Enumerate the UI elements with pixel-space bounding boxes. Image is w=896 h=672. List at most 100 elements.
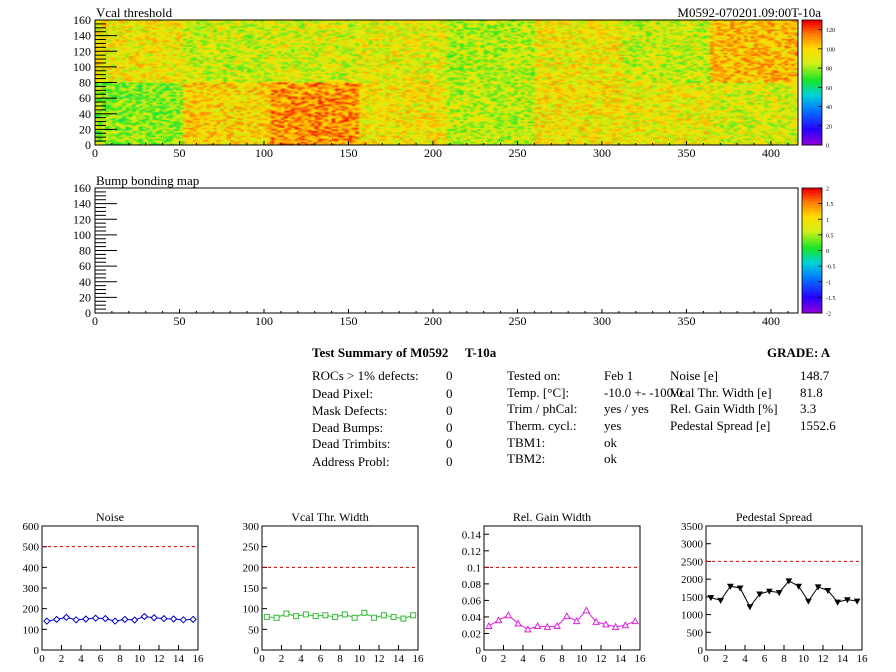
therm-cycl-label: Therm. cycl.: — [507, 418, 577, 433]
x-tick-label: 12 — [374, 653, 385, 665]
palette-frame — [801, 19, 823, 146]
y-tick-label: 0.14 — [462, 529, 482, 541]
palette-band — [802, 97, 822, 101]
x-tick-label: 6 — [318, 653, 324, 665]
data-point — [179, 616, 188, 624]
x-tick-label: 400 — [762, 314, 780, 328]
data-point — [805, 598, 812, 605]
data-point — [332, 613, 339, 620]
y-tick-label: 1500 — [681, 592, 704, 604]
palette-band — [802, 45, 822, 48]
data-point — [824, 587, 832, 595]
palette-band — [802, 30, 822, 33]
palette-band — [802, 215, 822, 219]
palette-band — [802, 220, 822, 224]
data-point — [371, 614, 378, 621]
tbm1-label: TBM1: — [507, 435, 546, 450]
data-point — [82, 615, 90, 623]
palette-band — [802, 260, 822, 264]
palette-band — [802, 105, 822, 108]
series-line — [488, 609, 636, 630]
y-tick-label: 40 — [79, 107, 91, 121]
x-tick-label: 10 — [354, 653, 366, 665]
data-point — [533, 621, 542, 630]
tested-on-value: Feb 1 — [604, 368, 634, 383]
x-tick-label: 6 — [98, 653, 104, 665]
x-tick-label: 14 — [393, 653, 405, 665]
y-tick-label: 0.12 — [462, 546, 481, 558]
y-tick-label: 40 — [79, 275, 91, 289]
data-point — [494, 616, 503, 624]
palette-band — [802, 265, 822, 269]
x-tick-label: 200 — [424, 314, 442, 328]
palette-label: 0.5 — [826, 233, 834, 239]
data-point — [273, 614, 280, 621]
palette-band — [802, 137, 822, 141]
palette-band — [802, 57, 822, 61]
palette-band — [802, 275, 822, 279]
palette-band — [802, 75, 822, 78]
data-point — [130, 616, 139, 624]
x-tick-label: 4 — [298, 653, 304, 665]
noise-plot: Noise 0 100 200 300 400 500 600 0 2 4 6 8 10 12 14 16 — [23, 510, 205, 665]
palette-band — [802, 280, 822, 284]
x-tick-label: 6 — [540, 653, 546, 665]
palette-band — [802, 142, 822, 146]
palette-band — [802, 50, 822, 53]
palette-band — [802, 190, 822, 194]
summary-temp-code: T-10a — [465, 345, 497, 360]
data-point — [514, 619, 522, 627]
data-point — [766, 588, 773, 595]
palette-band — [802, 77, 822, 81]
temp-label: Temp. [°C]: — [507, 385, 570, 400]
x-tick-label: 2 — [723, 653, 729, 665]
x-tick-label: 8 — [337, 653, 343, 665]
data-point — [504, 611, 513, 619]
x-tick-label: 0 — [481, 653, 487, 665]
dead-pixel-label: Dead Pixel: — [312, 386, 374, 401]
y-tick-label: 120 — [73, 212, 91, 226]
palette-band — [802, 130, 822, 133]
palette-band — [802, 310, 822, 314]
map-frame — [94, 187, 799, 314]
data-point — [572, 617, 581, 625]
x-tick-label: 0 — [39, 653, 45, 665]
palette-band — [802, 70, 822, 73]
palette-band — [802, 210, 822, 214]
palette-band — [802, 218, 822, 221]
y-tick-label: 0.06 — [462, 595, 482, 607]
data-point — [814, 584, 822, 591]
y-tick-label: 60 — [79, 259, 91, 273]
x-tick-label: 350 — [677, 146, 695, 160]
data-point — [150, 614, 158, 622]
palette-band — [802, 305, 822, 309]
data-point — [592, 617, 600, 625]
palette-label: 20 — [826, 124, 832, 130]
palette-band — [802, 258, 822, 261]
palette-band — [802, 188, 822, 191]
palette-band — [802, 135, 822, 138]
palette-band — [802, 100, 822, 103]
data-point — [621, 621, 630, 629]
data-point — [400, 615, 407, 622]
palette-band — [802, 90, 822, 93]
x-tick-label: 300 — [593, 146, 611, 160]
plot-title: Vcal Thr. Width — [291, 510, 368, 524]
palette-band — [802, 102, 822, 106]
data-point — [485, 621, 493, 630]
x-tick-label: 2 — [501, 653, 507, 665]
palette-band — [802, 132, 822, 136]
tbm2-value: ok — [604, 451, 617, 466]
palette-label: -1 — [826, 280, 831, 286]
data-point — [380, 612, 387, 619]
palette-band — [802, 120, 822, 123]
palette-band — [802, 248, 822, 251]
x-tick-label: 200 — [424, 146, 442, 160]
data-point — [62, 613, 71, 622]
palette-band — [802, 283, 822, 286]
x-tick-label: 12 — [154, 653, 165, 665]
pedestal-spread-value: 1552.6 — [800, 418, 836, 433]
palette-band — [802, 67, 822, 71]
data-point — [121, 615, 129, 624]
